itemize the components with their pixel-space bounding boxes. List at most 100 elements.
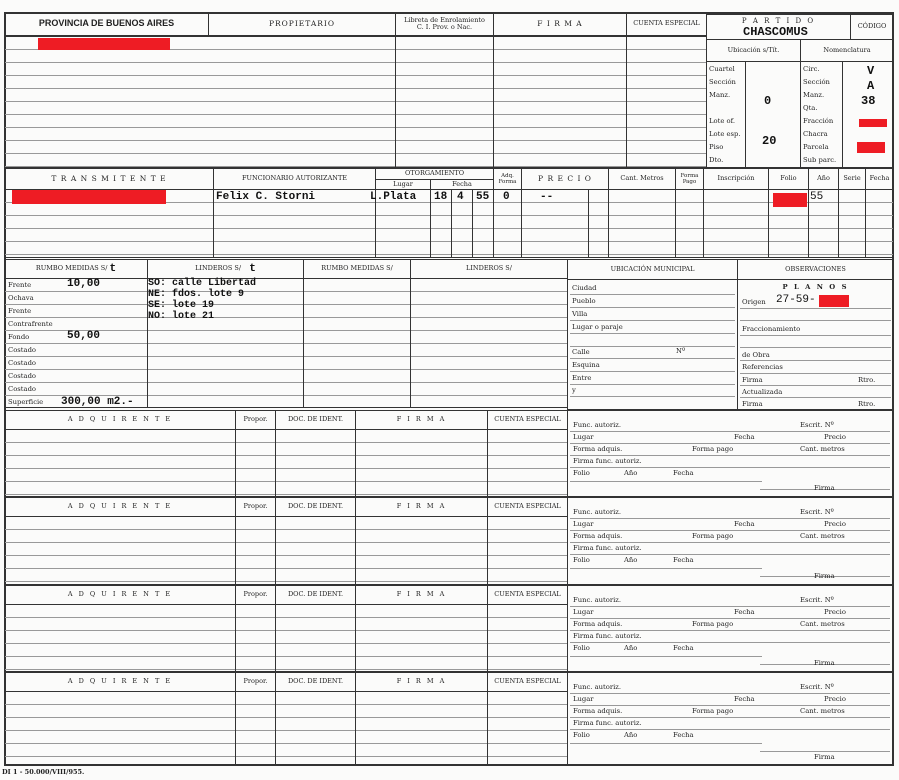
propor-field[interactable] <box>235 691 276 766</box>
propietario-field[interactable] <box>4 36 396 168</box>
dia-field[interactable]: 18 <box>430 189 452 258</box>
ubicacion-values[interactable]: 0 20 <box>745 61 801 168</box>
cuenta-especial-field[interactable] <box>626 36 707 168</box>
firma-func-label: Firma func. autoriz. <box>573 719 642 727</box>
firma-field[interactable] <box>355 604 488 672</box>
precio-cents-field[interactable] <box>588 189 609 258</box>
origen-value: 27-59- <box>776 294 816 306</box>
propor-field[interactable] <box>235 429 276 497</box>
lugar-value: L.Plata <box>370 191 417 203</box>
rtro-label: Rtro. <box>858 376 876 384</box>
firma-field[interactable] <box>355 691 488 766</box>
inscripcion-field[interactable] <box>703 189 769 258</box>
precio-value: -- <box>540 191 554 203</box>
nomenclatura-label: Manz. <box>803 91 825 99</box>
municipal-label: Calle <box>572 348 590 356</box>
rule-line <box>570 743 762 744</box>
funcionario-value: Felix C. Storni <box>216 191 316 203</box>
seccion-value: A <box>867 79 875 93</box>
doc-field[interactable] <box>275 604 356 672</box>
funcionario-autorizante-block[interactable]: Func. autoriz. Escrit. Nº Lugar Fecha Precio… <box>567 410 894 497</box>
cuenta-field[interactable] <box>487 604 568 672</box>
adquirente-header: A D Q U I R E N T E <box>4 497 236 517</box>
rule-line <box>570 693 890 694</box>
adq-forma-field[interactable]: 0 <box>493 189 522 258</box>
rule-line <box>570 371 735 372</box>
anio-field[interactable]: 55 <box>472 189 494 258</box>
rule-line <box>570 396 735 397</box>
rule-line <box>570 518 890 519</box>
rule-line <box>570 455 890 456</box>
cuenta-field[interactable] <box>487 429 568 497</box>
provincia-header: PROVINCIA DE BUENOS AIRES <box>4 12 209 36</box>
propor-field[interactable] <box>235 516 276 585</box>
firma-func-label: Firma func. autoriz. <box>573 632 642 640</box>
mes-field[interactable]: 4 <box>451 189 473 258</box>
funcionario-autorizante-block[interactable]: Func. autoriz. Escrit. Nº Lugar Fecha Precio… <box>567 497 894 585</box>
municipal-label: Lugar o paraje <box>572 323 623 331</box>
funcionario-autorizante-block[interactable]: Func. autoriz. Escrit. Nº Lugar Fecha Precio… <box>567 585 894 672</box>
cuenta-header: CUENTA ESPECIAL <box>487 497 568 517</box>
cuenta-field[interactable] <box>487 516 568 585</box>
medidas-field-2[interactable] <box>303 278 411 408</box>
cuenta-field[interactable] <box>487 691 568 766</box>
fecha2-field[interactable] <box>865 189 894 258</box>
cant-metros-label: Cant. metros <box>800 532 845 540</box>
adquirente-field[interactable] <box>4 429 236 497</box>
firma-field[interactable] <box>493 36 627 168</box>
precio-field[interactable]: -- <box>521 189 589 258</box>
propor-field[interactable] <box>235 604 276 672</box>
serie-field[interactable] <box>838 189 866 258</box>
redaction-propietario <box>38 38 170 50</box>
rule-line <box>570 542 890 543</box>
forma-pago-field[interactable] <box>675 189 704 258</box>
rtro-label-2: Rtro. <box>858 400 876 408</box>
firma-label-2: Firma <box>742 400 763 408</box>
nomenclatura-label: Sección <box>803 78 830 86</box>
fecha2-label: Fecha <box>673 644 694 652</box>
print-code: DI 1 - 50.000/VIII/955. <box>2 768 85 776</box>
doc-field[interactable] <box>275 691 356 766</box>
linderos-field[interactable]: SO: calle Libertad NE: fdos. lote 9 SE: lo… <box>147 278 304 408</box>
rule-line <box>570 568 762 569</box>
funcionario-field[interactable]: Felix C. Storni <box>213 189 376 258</box>
linderos-field-2[interactable] <box>410 278 568 408</box>
firma-header: F I R M A <box>355 410 488 430</box>
rule-line <box>570 656 762 657</box>
cant-metros-label: Cant. metros <box>800 445 845 453</box>
funcionario-autorizante-block[interactable]: Func. autoriz. Escrit. Nº Lugar Fecha Precio… <box>567 672 894 766</box>
cant-metros-label: Cant. metros <box>800 620 845 628</box>
adquirente-field[interactable] <box>4 604 236 672</box>
firma-header: F I R M A <box>355 497 488 517</box>
lugar-field[interactable]: L.Plata <box>370 189 431 258</box>
observaciones-header: OBSERVACIONES <box>737 259 894 280</box>
cant-metros-field[interactable] <box>608 189 676 258</box>
medidas-field[interactable]: 10,00 50,00 300,00 m2.- Frente Ochava Fren… <box>4 278 148 408</box>
doc-header: DOC. DE IDENT. <box>275 585 356 605</box>
ubicacion-municipal-field[interactable]: Nº Ciudad Pueblo Villa Lugar o paraje Calle E… <box>567 279 738 410</box>
rumbo-medidas-label: RUMBO MEDIDAS S/ <box>35 264 108 273</box>
doc-header: DOC. DE IDENT. <box>275 410 356 430</box>
propor-header: Propor. <box>235 585 276 605</box>
propor-header: Propor. <box>235 497 276 517</box>
doc-field[interactable] <box>275 516 356 585</box>
adquirente-header: A D Q U I R E N T E <box>4 672 236 692</box>
nomenclatura-label: Chacra <box>803 130 828 138</box>
libreta-field[interactable] <box>395 36 494 168</box>
rumbo-medidas-header: RUMBO MEDIDAS S/ t <box>4 259 148 279</box>
linderos-label: LINDEROS S/ <box>195 264 242 273</box>
doc-field[interactable] <box>275 429 356 497</box>
municipal-label: Pueblo <box>572 297 596 305</box>
fecha-label: Fecha <box>734 520 755 528</box>
nomenclatura-values[interactable]: V A 38 <box>842 61 894 168</box>
firma-field[interactable] <box>355 516 488 585</box>
transmitente-header: T R A N S M I T E N T E <box>4 168 214 190</box>
observaciones-field[interactable]: P L A N O S Origen 27-59- Fraccionamient… <box>737 279 894 410</box>
lugar-label: Lugar <box>573 695 594 703</box>
cuenta-header: CUENTA ESPECIAL <box>487 672 568 692</box>
adquirente-field[interactable] <box>4 691 236 766</box>
firma-field[interactable] <box>355 429 488 497</box>
insc-anio-field[interactable]: 55 <box>808 189 839 258</box>
adquirente-field[interactable] <box>4 516 236 585</box>
forma-pago-label: Forma pago <box>692 532 734 540</box>
